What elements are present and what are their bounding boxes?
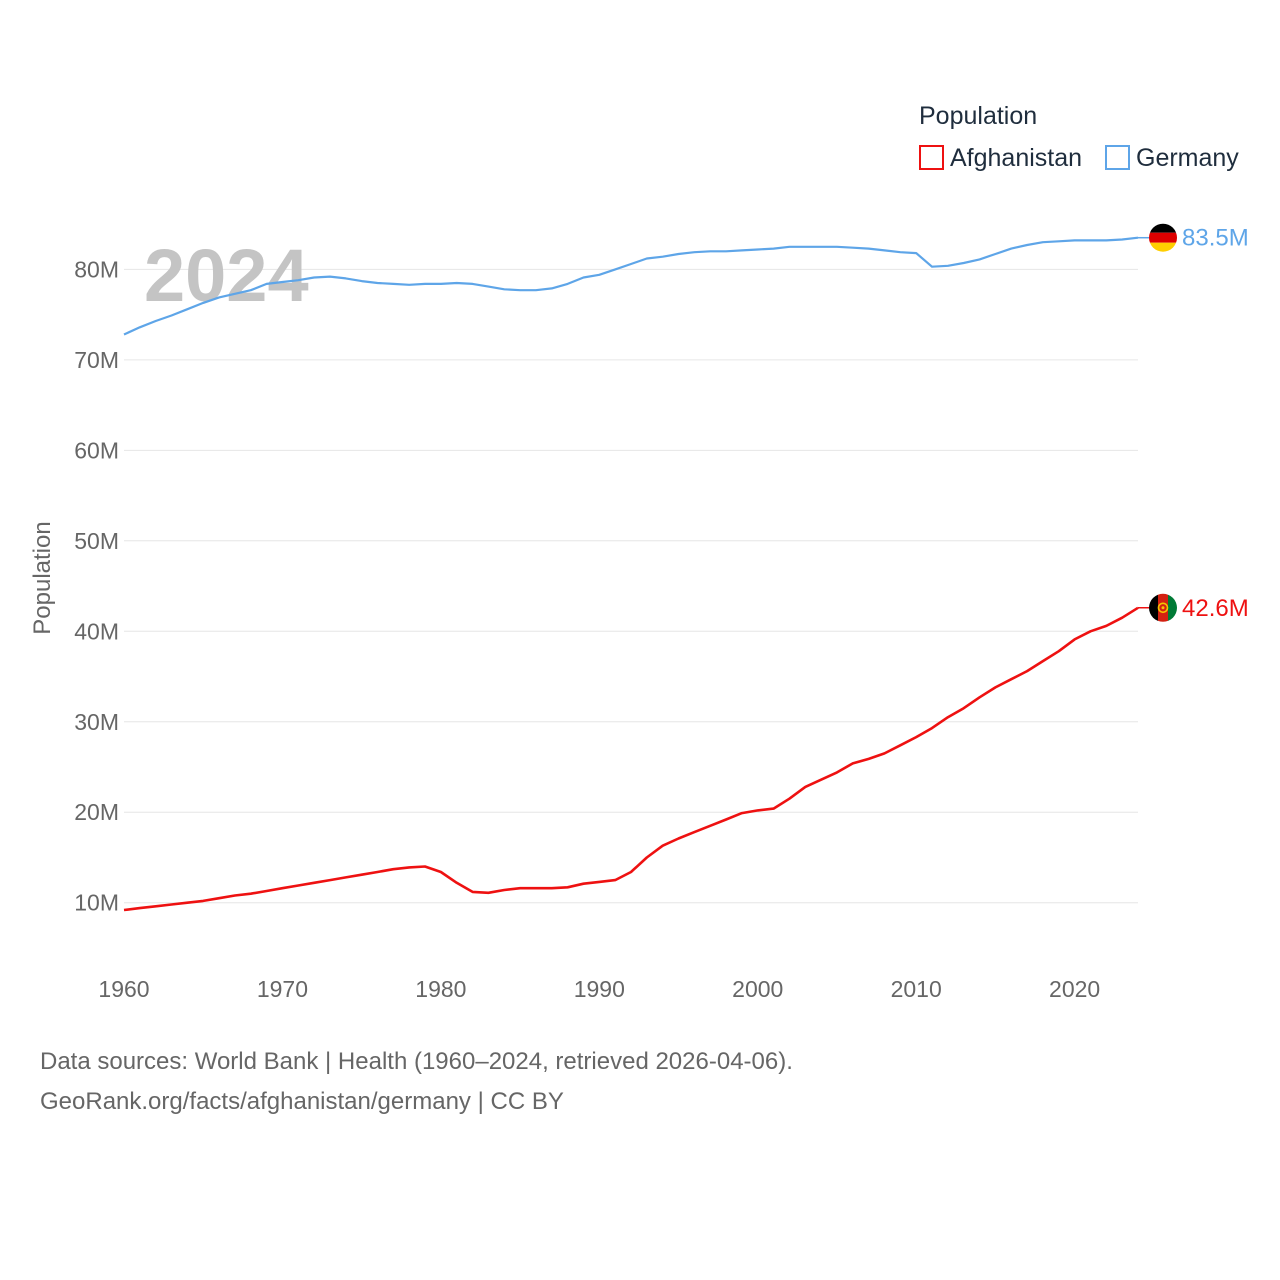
germany-flag-icon bbox=[1149, 223, 1177, 252]
x-tick-label: 1990 bbox=[574, 976, 625, 1002]
legend-item-afghanistan[interactable]: Afghanistan bbox=[919, 144, 1082, 172]
germany-end-value-label: 83.5M bbox=[1182, 225, 1249, 252]
x-tick-label: 1980 bbox=[415, 976, 466, 1002]
x-axis-tick-labels: 1960 1970 1980 1990 2000 2010 2020 bbox=[98, 976, 1100, 1002]
y-tick-label: 10M bbox=[74, 890, 119, 916]
legend[interactable]: Population Afghanistan Germany bbox=[919, 102, 1239, 172]
y-tick-label: 60M bbox=[74, 437, 119, 463]
legend-item-germany[interactable]: Germany bbox=[1105, 144, 1239, 172]
year-watermark: 2024 bbox=[144, 234, 309, 317]
x-tick-label: 2020 bbox=[1049, 976, 1100, 1002]
source-line-2[interactable]: GeoRank.org/facts/afghanistan/germany | … bbox=[40, 1088, 564, 1115]
legend-label-afghanistan: Afghanistan bbox=[950, 144, 1082, 172]
x-tick-label: 2000 bbox=[732, 976, 783, 1002]
y-tick-label: 80M bbox=[74, 256, 119, 282]
x-tick-label: 2010 bbox=[891, 976, 942, 1002]
y-tick-label: 20M bbox=[74, 799, 119, 825]
series-line-afghanistan[interactable] bbox=[123, 606, 1139, 912]
x-tick-label: 1970 bbox=[257, 976, 308, 1002]
y-axis-title: Population bbox=[29, 521, 56, 634]
legend-swatch-afghanistan bbox=[919, 145, 944, 170]
legend-swatch-germany bbox=[1105, 145, 1130, 170]
data-source-note: Data sources: World Bank | Health (1960–… bbox=[40, 1042, 793, 1122]
series-lines bbox=[123, 236, 1149, 912]
afghanistan-end-value-label: 42.6M bbox=[1182, 595, 1249, 622]
y-tick-label: 70M bbox=[74, 347, 119, 373]
legend-title: Population bbox=[919, 102, 1037, 130]
legend-label-germany: Germany bbox=[1136, 144, 1239, 172]
series-line-germany[interactable] bbox=[123, 236, 1139, 336]
x-tick-label: 1960 bbox=[98, 976, 149, 1002]
y-axis-tick-labels: 10M 20M 30M 40M 50M 60M 70M 80M bbox=[74, 256, 119, 915]
y-tick-label: 50M bbox=[74, 528, 119, 554]
afghanistan-flag-icon bbox=[1149, 593, 1177, 622]
y-tick-label: 40M bbox=[74, 618, 119, 644]
source-line-1: Data sources: World Bank | Health (1960–… bbox=[40, 1048, 793, 1075]
gridlines bbox=[124, 268, 1138, 904]
y-tick-label: 30M bbox=[74, 709, 119, 735]
